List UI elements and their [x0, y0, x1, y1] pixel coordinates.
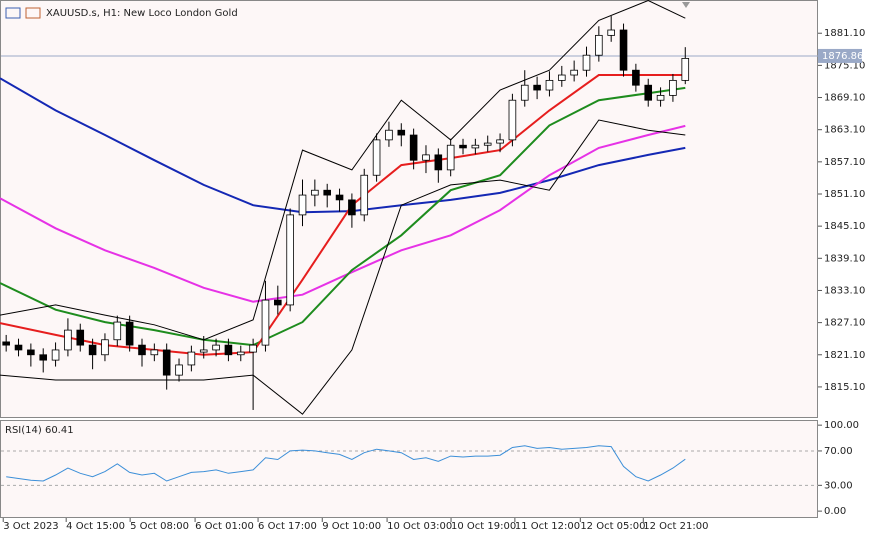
candle-body: [261, 299, 270, 346]
candle-body: [76, 329, 85, 346]
x-tick-label: 4 Oct 15:00: [66, 521, 125, 532]
candle-body: [409, 134, 418, 161]
candle-body: [669, 79, 677, 96]
x-tick-label: 5 Oct 08:00: [130, 521, 189, 532]
candle-body: [459, 144, 467, 149]
y-tick-label: 1815.10: [824, 382, 865, 393]
candle-body: [520, 84, 529, 101]
candle-body: [88, 344, 97, 356]
candle-body: [113, 321, 122, 341]
y-tick-label: 30.00: [824, 480, 853, 491]
rsi-line: [6, 445, 686, 482]
y-tick-label: 100.00: [824, 420, 859, 431]
y-tick-label: 1863.10: [824, 125, 865, 136]
candle-body: [14, 344, 23, 351]
y-tick-label: 1839.10: [824, 253, 865, 264]
candle-body: [570, 69, 578, 76]
indicator-line: [0, 86, 686, 347]
candle-body: [175, 364, 183, 376]
candle-body: [2, 341, 10, 346]
y-tick-label: 1875.10: [824, 60, 865, 71]
candle-body: [434, 154, 443, 171]
candle-body: [187, 351, 196, 366]
candle-body: [422, 154, 430, 161]
candle-body: [150, 349, 159, 356]
candle-body: [51, 349, 60, 361]
indicator-line: [0, 119, 686, 415]
y-tick-label: 1845.10: [824, 221, 865, 232]
y-tick-label: 1821.10: [824, 350, 865, 361]
candle-body: [286, 214, 294, 306]
candle-body: [397, 129, 406, 136]
y-tick-label: 1851.10: [824, 189, 865, 200]
rsi-title: RSI(14) 60.41: [5, 425, 74, 436]
candle-body: [39, 354, 48, 361]
candle-body: [372, 139, 381, 176]
candle-body: [385, 129, 393, 141]
x-tick-label: 10 Oct 03:00: [387, 521, 452, 532]
x-tick-label: 3 Oct 2023: [3, 521, 58, 532]
candle-body: [446, 144, 455, 171]
rsi-panel: [0, 420, 818, 518]
candle-body: [545, 79, 554, 91]
candle-body: [607, 29, 615, 36]
y-tick-label: 1869.10: [824, 93, 865, 104]
candle-body: [311, 189, 319, 196]
candle-body: [582, 54, 591, 71]
candle-body: [298, 194, 307, 216]
candle-body: [335, 194, 344, 201]
x-tick-label: 10 Oct 19:00: [451, 521, 516, 532]
candle-body: [236, 351, 245, 356]
x-tick-label: 12 Oct 21:00: [643, 521, 708, 532]
last-price-label: 1876.86: [822, 51, 863, 62]
candle-body: [138, 344, 146, 356]
x-tick-label: 6 Oct 17:00: [258, 521, 317, 532]
indicator-line: [0, 124, 686, 303]
x-tick-label: 9 Oct 10:00: [322, 521, 381, 532]
candle-body: [64, 329, 72, 351]
candle-body: [483, 142, 492, 146]
candle-body: [619, 29, 628, 71]
candle-body: [212, 344, 220, 351]
y-tick-label: 1881.10: [824, 28, 865, 39]
chart-title: XAUUSD.s, H1: New Loco London Gold: [46, 8, 238, 19]
y-tick-label: 1857.10: [824, 157, 865, 168]
candle-body: [199, 349, 208, 353]
candle-body: [558, 74, 566, 81]
candle-body: [101, 339, 109, 356]
candle-body: [681, 58, 690, 81]
y-tick-label: 1833.10: [824, 285, 865, 296]
candle-body: [644, 84, 653, 101]
candle-body: [27, 349, 35, 356]
last-price-box: [818, 48, 862, 63]
candle-body: [595, 34, 603, 56]
candle-body: [348, 199, 356, 216]
candle-body: [125, 321, 134, 346]
candle-body: [274, 299, 282, 306]
candle-body: [533, 84, 541, 91]
x-tick-label: 11 Oct 12:00: [515, 521, 580, 532]
price-panel: [0, 0, 818, 418]
candle-body: [162, 349, 171, 376]
icon: [5, 7, 21, 19]
candle-body: [656, 94, 665, 101]
candle-body: [360, 174, 369, 216]
candle-body: [224, 344, 233, 356]
y-tick-label: 1827.10: [824, 318, 865, 329]
x-tick-label: 6 Oct 01:00: [195, 521, 254, 532]
y-tick-label: 0.00: [824, 506, 846, 517]
toolbar-icons: [5, 7, 41, 19]
candle-body: [323, 189, 331, 196]
marker: [682, 2, 690, 8]
icon: [25, 7, 41, 19]
candle-body: [632, 69, 640, 86]
candle-body: [496, 139, 504, 144]
indicator-line: [0, 0, 686, 341]
y-tick-label: 70.00: [824, 446, 853, 457]
candle-body: [508, 99, 517, 141]
candle-body: [249, 344, 257, 353]
candle-body: [471, 144, 480, 149]
x-tick-label: 12 Oct 05:00: [580, 521, 645, 532]
